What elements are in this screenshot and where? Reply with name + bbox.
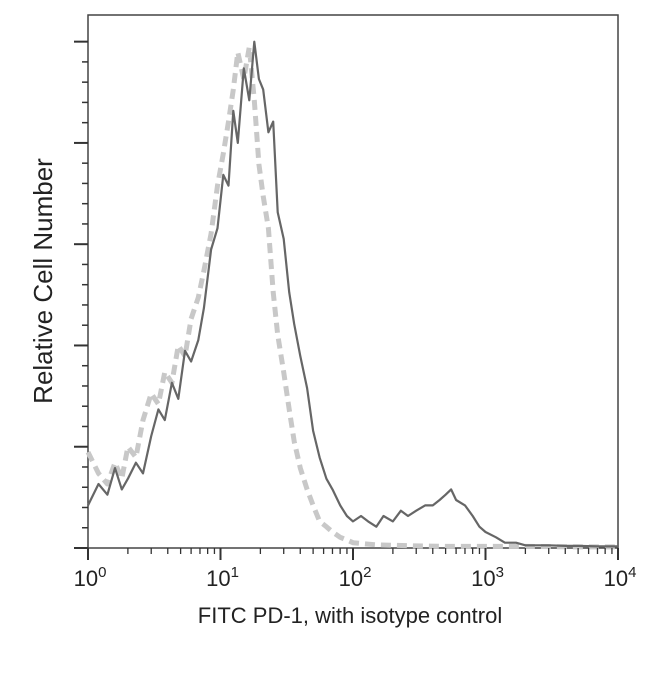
x-axis-ticks: 100 101 102 103 104 — [74, 548, 637, 591]
y-axis-ticks — [74, 40, 88, 549]
x-tick-label: 104 — [604, 564, 637, 591]
x-tick-label: 100 — [74, 564, 107, 591]
x-axis-label: FITC PD-1, with isotype control — [198, 603, 502, 628]
x-tick-label: 103 — [471, 564, 504, 591]
isotype-control-curve — [85, 44, 618, 550]
plot-area: 100 101 102 103 104 — [74, 14, 637, 591]
series-layer — [85, 40, 618, 550]
plot-frame — [87, 14, 619, 549]
x-tick-label: 101 — [206, 564, 239, 591]
y-axis-label: Relative Cell Number — [28, 158, 58, 404]
pd1-stained-curve — [87, 40, 618, 548]
x-tick-label: 102 — [339, 564, 372, 591]
